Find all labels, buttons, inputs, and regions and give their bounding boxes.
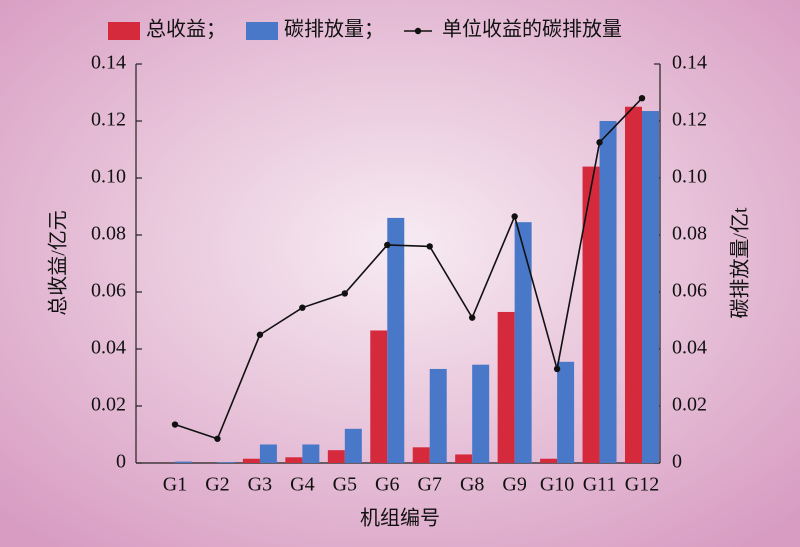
bar xyxy=(242,458,260,463)
line-point xyxy=(341,290,349,297)
y-tick-label: 0.12 xyxy=(91,109,126,131)
line-point xyxy=(426,243,433,250)
bar xyxy=(599,121,617,463)
x-tick-label: G9 xyxy=(502,474,526,496)
bar xyxy=(175,461,192,463)
bar xyxy=(302,444,320,463)
bar xyxy=(625,106,642,463)
line-point xyxy=(384,241,391,249)
bar xyxy=(472,364,490,463)
line-point xyxy=(468,314,476,321)
x-tick-label: G12 xyxy=(625,474,659,496)
bar xyxy=(642,111,659,464)
y2-tick-label: 0.08 xyxy=(672,223,707,245)
bar xyxy=(412,447,430,463)
y2-tick-label: 0.14 xyxy=(672,52,707,74)
bar xyxy=(557,361,575,463)
bar xyxy=(327,450,345,463)
x-tick-label: G3 xyxy=(248,474,272,496)
y-tick-label: 0.14 xyxy=(91,52,126,74)
bar xyxy=(429,368,447,463)
legend-label: 碳排放量； xyxy=(284,18,384,41)
line-point xyxy=(511,213,518,220)
line-point xyxy=(638,95,646,102)
y-tick-label: 0.10 xyxy=(91,166,126,188)
bar xyxy=(285,457,303,463)
legend-label: 总收益； xyxy=(146,18,226,41)
bar xyxy=(455,454,473,463)
y2-tick-label: 0.02 xyxy=(672,394,707,416)
legend-swatch xyxy=(246,22,278,40)
y-tick-label: 0.02 xyxy=(91,394,126,416)
legend-swatch xyxy=(108,22,140,40)
bar xyxy=(370,330,388,463)
x-tick-label: G11 xyxy=(583,474,617,496)
y-tick-label: 0.04 xyxy=(91,337,126,359)
x-tick-label: G7 xyxy=(418,474,442,496)
line xyxy=(174,97,643,440)
legend-label: 单位收益的碳排放量 xyxy=(442,18,622,41)
line-point xyxy=(299,304,306,311)
line-point xyxy=(171,421,179,428)
y-tick-label: 0.06 xyxy=(91,280,126,302)
x-tick-label: G8 xyxy=(460,474,484,496)
bar xyxy=(217,462,235,463)
bar xyxy=(514,222,532,463)
y2-tick-label: 0.10 xyxy=(672,166,707,188)
y2-tick-label: 0.06 xyxy=(672,280,707,302)
y2-tick-label: 0.04 xyxy=(672,337,707,359)
x-tick-label: G5 xyxy=(333,474,357,496)
y-axis-title: 总收益/亿元 xyxy=(47,210,70,316)
y-tick-label: 0.08 xyxy=(91,223,126,245)
y2-tick-label: 0.12 xyxy=(672,109,707,131)
y-tick-label: 0 xyxy=(116,451,126,473)
bar xyxy=(259,444,277,463)
bar xyxy=(344,428,362,463)
x-tick-label: G2 xyxy=(205,474,229,496)
bar xyxy=(387,217,405,463)
x-axis-title: 机组编号 xyxy=(360,507,440,530)
line-point xyxy=(214,435,221,442)
y2-axis-title: 碳排放量/亿t xyxy=(729,207,752,319)
line-point xyxy=(256,331,264,338)
x-tick-label: G4 xyxy=(290,474,314,496)
x-tick-label: G6 xyxy=(375,474,399,496)
legend-swatch xyxy=(414,27,422,35)
x-tick-label: G1 xyxy=(163,474,187,496)
bar xyxy=(497,311,515,463)
line-point xyxy=(596,139,603,146)
bar xyxy=(582,166,600,463)
y2-tick-label: 0 xyxy=(672,451,682,473)
line-point xyxy=(553,365,561,373)
bar xyxy=(540,458,558,463)
x-tick-label: G10 xyxy=(540,474,574,496)
